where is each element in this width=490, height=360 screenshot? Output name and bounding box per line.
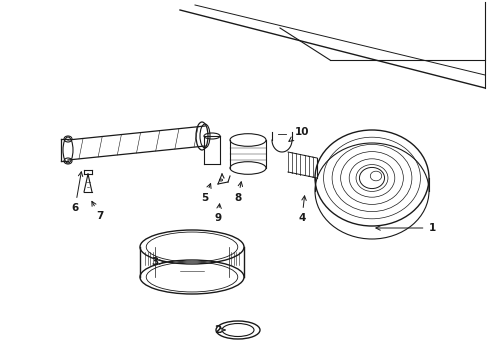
Text: 7: 7 [92,201,104,221]
Text: 8: 8 [234,182,243,203]
Text: 3: 3 [151,257,164,267]
Text: 5: 5 [201,184,211,203]
Text: 6: 6 [72,172,83,213]
Text: 10: 10 [289,127,309,141]
Text: 2: 2 [215,325,225,335]
Text: 4: 4 [298,196,306,223]
Text: 9: 9 [215,204,221,223]
Text: 1: 1 [376,223,436,233]
